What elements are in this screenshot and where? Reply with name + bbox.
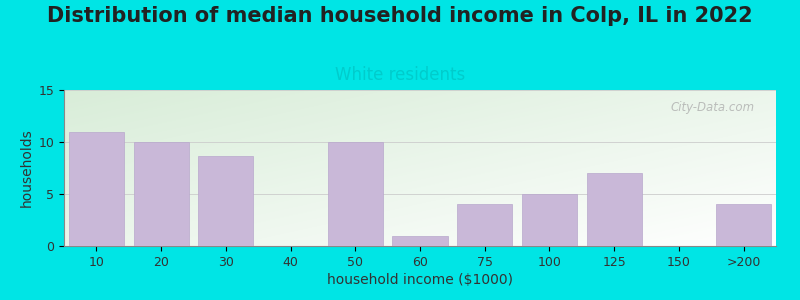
Bar: [522, 194, 577, 246]
Bar: [586, 173, 642, 246]
Bar: [458, 204, 512, 246]
Bar: [198, 155, 254, 246]
Text: City-Data.com: City-Data.com: [670, 101, 754, 114]
Bar: [716, 204, 771, 246]
Text: Distribution of median household income in Colp, IL in 2022: Distribution of median household income …: [47, 6, 753, 26]
X-axis label: household income ($1000): household income ($1000): [327, 273, 513, 287]
Bar: [69, 132, 124, 246]
Text: White residents: White residents: [335, 66, 465, 84]
Bar: [328, 142, 382, 246]
Bar: [134, 142, 189, 246]
Y-axis label: households: households: [20, 129, 34, 207]
Bar: [393, 236, 447, 246]
